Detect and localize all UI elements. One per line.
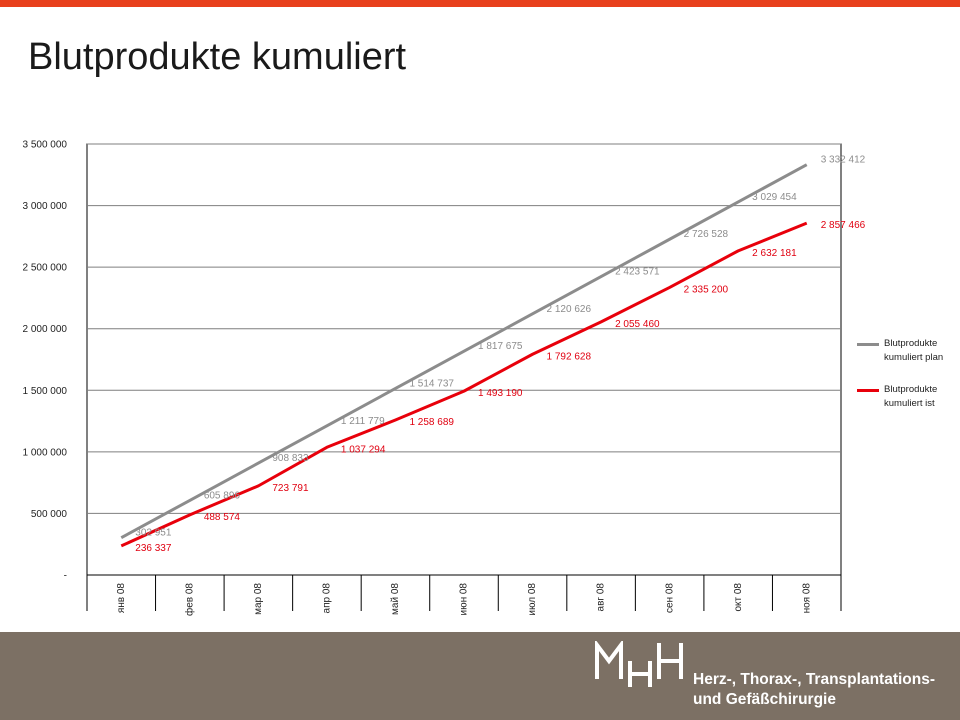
- y-tick-label: 2 000 000: [23, 324, 68, 335]
- data-label-ist: 2 857 466: [821, 220, 866, 231]
- legend-swatch-plan: [857, 343, 879, 346]
- data-label-plan: 3 029 454: [752, 192, 797, 203]
- x-tick-label: сен 08: [664, 583, 675, 613]
- data-label-ist: 2 632 181: [752, 248, 797, 259]
- y-tick-label: 1 000 000: [23, 447, 68, 458]
- legend-swatch-ist: [857, 389, 879, 392]
- x-tick-label: ноя 08: [801, 583, 812, 614]
- x-tick-label: мар 08: [253, 583, 264, 615]
- x-tick-label: янв 08: [116, 583, 127, 614]
- legend-label-plan: Blutprodukte kumuliert plan: [884, 338, 944, 363]
- data-label-plan: 2 423 571: [615, 267, 660, 278]
- y-tick-label: -: [64, 571, 67, 582]
- x-tick-label: июл 08: [527, 583, 538, 616]
- data-label-plan: 302 951: [135, 528, 172, 539]
- slide-title: Blutprodukte kumuliert: [28, 36, 407, 78]
- data-label-ist: 1 037 294: [341, 444, 386, 455]
- line-chart: - 500 000 1 000 000 1 500 000 2 000 000 2 500…: [23, 140, 866, 617]
- data-label-ist: 723 791: [272, 483, 309, 494]
- department-line-2: und Gefäßchirurgie: [693, 691, 836, 708]
- data-label-ist: 1 792 628: [547, 351, 592, 362]
- top-accent-bar: [0, 0, 960, 7]
- series-line-ist: [120, 221, 808, 548]
- data-label-ist: 1 258 689: [409, 417, 454, 428]
- data-label-plan: 2 120 626: [547, 304, 592, 315]
- footer-bar: [0, 632, 960, 720]
- y-tick-label: 500 000: [31, 509, 68, 520]
- data-label-plan: 2 726 528: [684, 229, 729, 240]
- department-name: Herz-, Thorax-, Transplantations- und Ge…: [693, 670, 935, 710]
- data-label-ist: 2 335 200: [684, 284, 729, 295]
- x-tick-label: июн 08: [459, 583, 470, 616]
- data-label-plan: 1 817 675: [478, 341, 523, 352]
- series-line-plan: [120, 163, 808, 540]
- data-label-plan: 3 332 412: [821, 155, 866, 166]
- x-tick-label: фев 08: [183, 583, 195, 616]
- y-tick-label: 3 000 000: [23, 201, 68, 212]
- data-label-ist: 236 337: [135, 543, 172, 554]
- data-label-ist: 1 493 190: [478, 388, 523, 399]
- x-tick-label: авг 08: [596, 583, 607, 612]
- department-line-1: Herz-, Thorax-, Transplantations-: [693, 671, 936, 688]
- x-tick-label: апр 08: [322, 583, 333, 614]
- y-tick-label: 3 500 000: [23, 140, 68, 151]
- y-tick-label: 2 500 000: [23, 263, 68, 274]
- data-label-plan: 1 211 779: [341, 416, 385, 427]
- data-label-plan: 908 833: [272, 453, 309, 464]
- mhh-logo: [595, 641, 683, 687]
- x-tick-label: окт 08: [733, 583, 744, 612]
- data-label-ist: 488 574: [204, 512, 241, 523]
- data-label-plan: 1 514 737: [409, 378, 454, 389]
- data-label-plan: 605 896: [204, 490, 241, 501]
- x-tick-label: май 08: [390, 583, 401, 615]
- data-label-ist: 2 055 460: [615, 319, 660, 330]
- y-tick-label: 1 500 000: [23, 386, 68, 397]
- legend-label-ist: Blutprodukte kumuliert ist: [884, 384, 938, 409]
